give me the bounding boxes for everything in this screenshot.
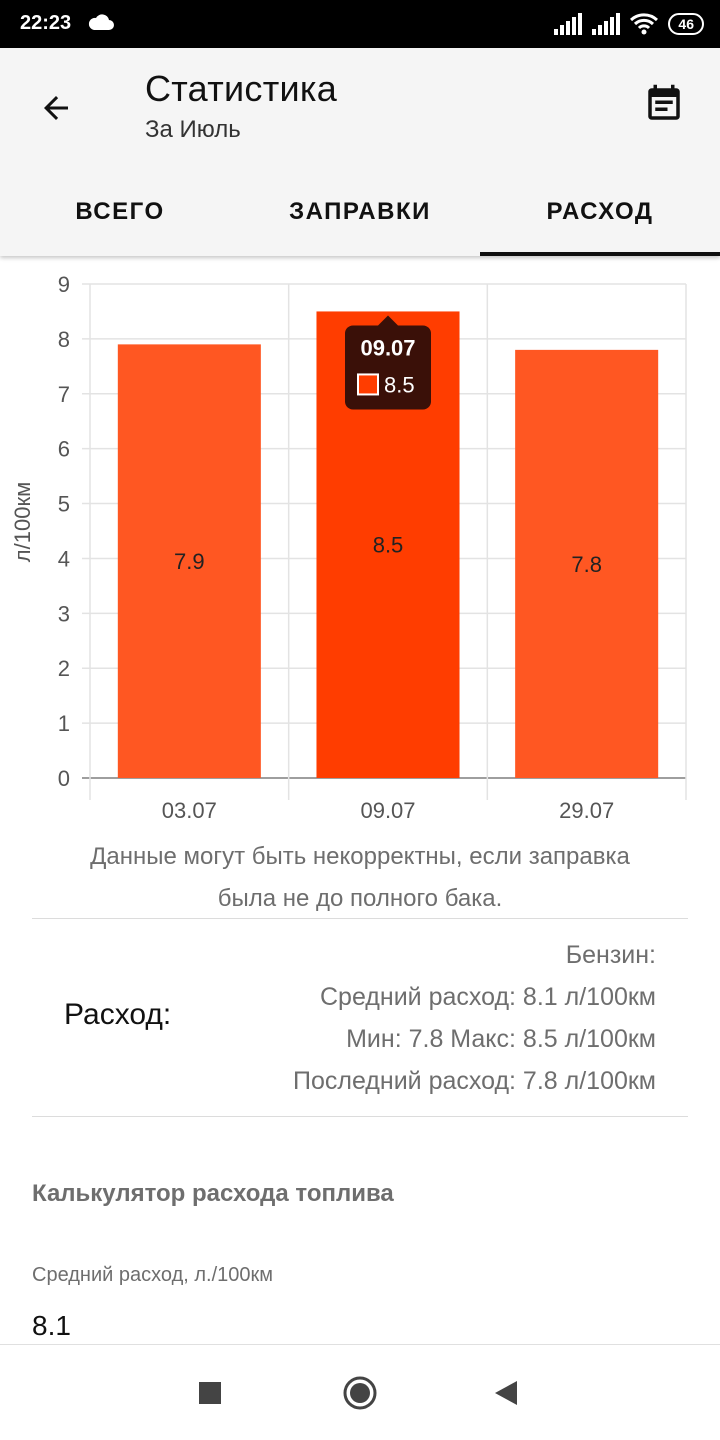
cloud-icon [88,14,114,30]
bar-value-label: 7.8 [571,552,602,577]
bar[interactable] [515,349,659,778]
y-tick-label: 8 [58,327,70,352]
calendar-icon [648,84,680,120]
y-axis-label: л/100км [10,482,35,562]
calculator-title: Калькулятор расхода топлива [32,1180,394,1207]
average-consumption-field-label: Средний расход, л./100км [32,1264,274,1286]
consumption-chart: 0 1 2 3 4 5 6 7 8 9 7.9 8.5 7.8 03.07 09.07 29.07 09.… [0,262,720,832]
divider [32,1116,688,1117]
y-tick-label: 4 [58,546,70,571]
tooltip-swatch [357,373,379,396]
arrow-left-icon [44,96,68,120]
average-consumption: Средний расход: 8.1 л/100км [319,983,656,1011]
system-nav-bar [0,1344,720,1440]
tab-consumption[interactable]: РАСХОД [480,168,720,256]
tab-bar: ВСЕГО ЗАПРАВКИ РАСХОД [0,168,720,256]
y-tick-label: 5 [58,492,70,517]
signal-icon [592,13,621,35]
triangle-back-icon [495,1381,517,1405]
bar-chart: 0 1 2 3 4 5 6 7 8 9 7.9 8.5 7.8 03.07 09.07 29.07 09.… [10,272,687,823]
note-line-2: была не до полного бака. [217,885,503,912]
recent-apps-button[interactable] [186,1369,234,1417]
status-icons: 46 [554,12,704,36]
average-consumption-input[interactable]: 8.1 [32,1310,71,1341]
x-tick-label: 09.07 [360,798,415,823]
status-time: 22:23 [20,12,72,34]
bar-value-label: 7.9 [174,549,205,574]
battery-icon: 46 [668,13,704,35]
y-tick-label: 1 [58,711,70,736]
divider [32,918,688,919]
consumption-label: Расход: [64,998,172,1031]
wifi-icon [630,13,659,35]
x-tick-label: 29.07 [559,798,614,823]
last-consumption: Последний расход: 7.8 л/100км [292,1067,656,1095]
back-nav-button[interactable] [482,1369,530,1417]
tooltip-value: 8.5 [384,372,415,397]
x-tick-label: 03.07 [162,798,217,823]
min-max-consumption: Мин: 7.8 Макс: 8.5 л/100км [346,1025,656,1053]
page-subtitle: За Июль [145,116,241,143]
y-tick-label: 3 [58,601,70,626]
home-button[interactable] [336,1369,384,1417]
tooltip-title: 09.07 [360,335,415,360]
y-tick-label: 2 [58,656,70,681]
bar[interactable] [117,344,261,778]
y-tick-label: 0 [58,766,70,791]
fuel-type: Бензин: [565,941,656,969]
y-tick-label: 7 [58,382,70,407]
y-tick-label: 6 [58,437,70,462]
back-button[interactable] [28,80,84,136]
page-title: Статистика [145,68,338,109]
y-tick-label: 9 [58,272,70,297]
tab-refuels[interactable]: ЗАПРАВКИ [289,198,431,225]
bar-value-label: 8.5 [373,533,404,558]
data-note: Данные могут быть некорректны, если запр… [30,836,690,920]
square-icon [199,1382,221,1404]
circle-icon [343,1376,377,1410]
status-bar: 22:23 46 [0,0,720,48]
tooltip-caret [378,315,398,326]
note-line-1: Данные могут быть некорректны, если запр… [90,843,630,870]
app-bar: Статистика За Июль ВСЕГО ЗАПРАВКИ РАСХОД [0,48,720,256]
consumption-stats: Бензин: Средний расход: 8.1 л/100км Мин:… [293,934,656,1102]
signal-icon [554,13,583,35]
tab-total[interactable]: ВСЕГО [75,198,165,225]
calendar-button[interactable] [636,76,692,132]
